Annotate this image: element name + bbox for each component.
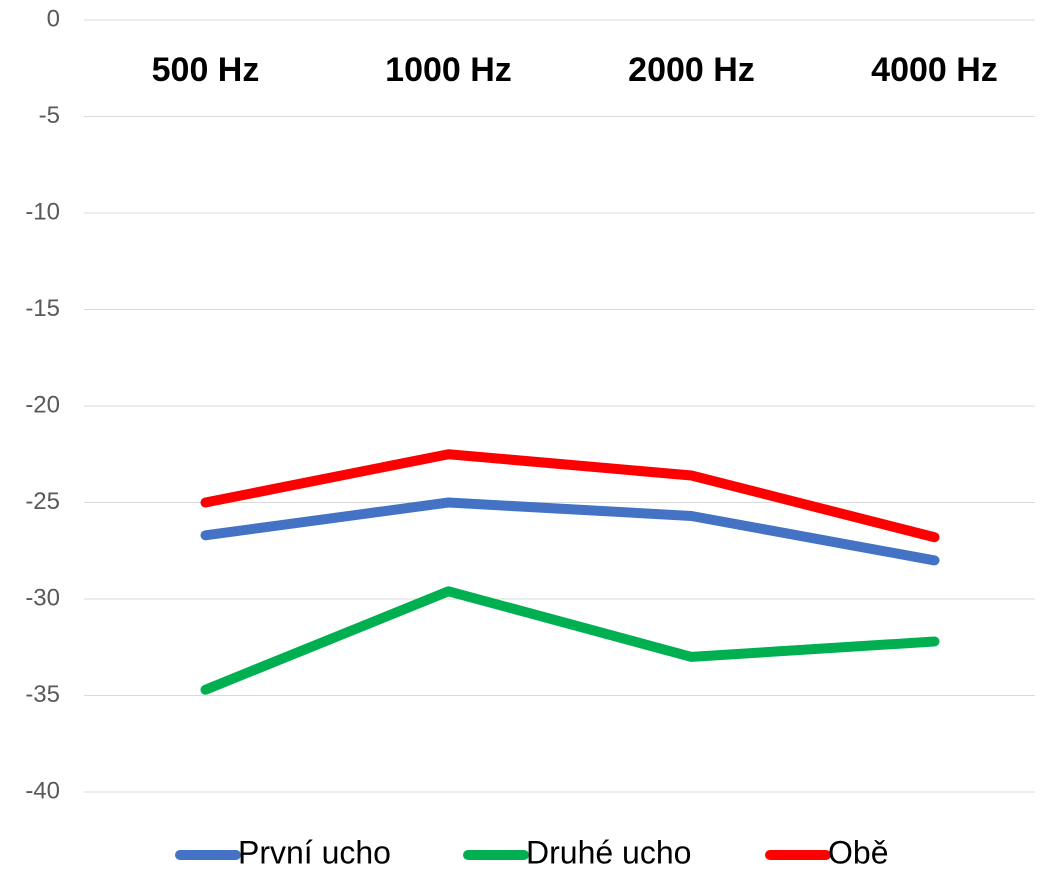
line <box>200 449 940 543</box>
y-tick-label: -15 <box>25 295 60 322</box>
y-tick-label: 0 <box>47 5 60 32</box>
y-tick-label: -20 <box>25 391 60 418</box>
legend-label: První ucho <box>238 834 391 870</box>
legend-label: Druhé ucho <box>526 834 691 870</box>
y-tick-label: -40 <box>25 777 60 804</box>
y-tick-label: -25 <box>25 488 60 515</box>
y-tick-label: -5 <box>39 102 60 129</box>
x-tick-label: 4000 Hz <box>871 51 998 89</box>
y-tick-label: -30 <box>25 584 60 611</box>
x-tick-label: 2000 Hz <box>628 51 755 89</box>
x-tick-label: 1000 Hz <box>385 51 512 89</box>
line <box>200 497 940 566</box>
x-tick-label: 500 Hz <box>152 51 260 89</box>
y-tick-label: -35 <box>25 681 60 708</box>
y-tick-label: -10 <box>25 198 60 225</box>
line <box>200 586 940 695</box>
legend-label: Obě <box>828 834 888 870</box>
